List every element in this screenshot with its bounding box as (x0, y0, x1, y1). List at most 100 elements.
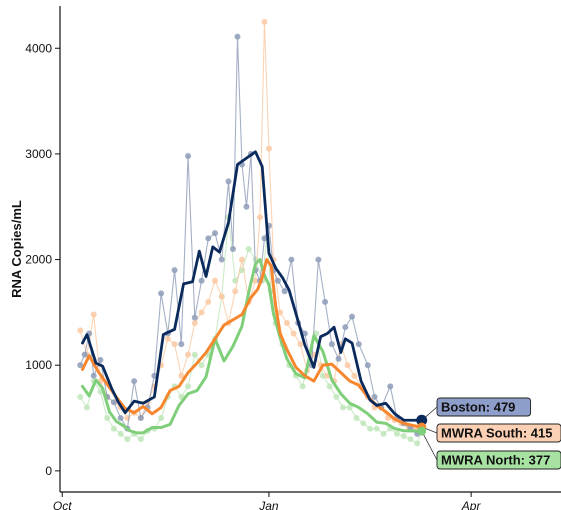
south-raw-point (290, 330, 297, 337)
north-raw-point (198, 362, 205, 369)
y-tick-label: 4000 (25, 41, 52, 55)
boston-raw-point (288, 256, 295, 263)
boston-raw-point (281, 288, 288, 295)
north-raw-point (299, 383, 306, 390)
boston-raw-point (243, 203, 250, 210)
north-raw-point (346, 404, 353, 411)
north-raw-point (110, 425, 117, 432)
boston-raw-point (212, 230, 219, 237)
boston-raw-point (131, 378, 138, 385)
boston-raw-point (364, 362, 371, 369)
south-raw-point (212, 277, 219, 284)
y-tick-label: 2000 (25, 253, 52, 267)
x-tick-label: Oct (53, 499, 72, 510)
north-raw-point (124, 436, 131, 443)
north-raw-point (326, 383, 333, 390)
boston-raw-point (342, 324, 349, 331)
south-end-label: MWRA South: 415 (441, 426, 552, 441)
south-raw-point (283, 319, 290, 326)
boston-raw-point (355, 341, 362, 348)
north-raw-point (360, 420, 367, 427)
y-tick-label: 0 (45, 464, 52, 478)
x-axis-ticks: Oct Jan Apr (53, 492, 481, 510)
north-raw-point (393, 430, 400, 437)
north-smoothed-line (80, 258, 424, 435)
north-end-connector (421, 430, 438, 461)
south-raw-point (205, 298, 212, 305)
boston-raw-point (229, 246, 236, 252)
boston-raw-point (349, 313, 356, 320)
boston-raw-point (328, 341, 335, 348)
north-raw-point (245, 246, 252, 252)
north-raw-point (117, 430, 124, 437)
boston-raw-point (198, 277, 205, 284)
north-raw-point (340, 404, 347, 411)
boston-end-point (416, 414, 428, 426)
north-end-point (417, 426, 427, 436)
end-labels: Boston: 479 MWRA South: 415 MWRA North: 37… (416, 397, 561, 470)
south-raw-point (344, 362, 351, 369)
boston-raw-point (225, 178, 232, 185)
north-end-label: MWRA North: 377 (441, 453, 550, 468)
south-raw-point (164, 335, 171, 342)
south-raw-point (171, 341, 178, 348)
boston-raw-point (110, 399, 117, 406)
south-raw-point (90, 311, 97, 318)
boston-raw-point (315, 256, 322, 263)
boston-smoothed-line (81, 150, 424, 422)
south-raw-point (238, 256, 245, 263)
north-raw-point (104, 415, 111, 422)
boston-raw-point (191, 314, 198, 321)
north-raw-point (333, 393, 340, 400)
north-raw-point (400, 433, 407, 440)
south-raw-point (297, 341, 304, 348)
north-end-label-box (436, 450, 561, 470)
boston-raw-point (335, 355, 342, 362)
boston-raw-point (261, 235, 268, 242)
south-raw-point (252, 277, 259, 284)
south-raw-point (232, 288, 239, 295)
boston-raw-line (79, 36, 423, 435)
boston-raw-point (77, 362, 84, 369)
boston-raw-point (117, 415, 124, 422)
north-raw-point (137, 436, 144, 443)
y-axis-ticks: 0 1000 2000 3000 4000 (25, 41, 60, 478)
north-raw-point (319, 372, 326, 379)
south-raw-point (198, 309, 205, 316)
x-tick-label: Jan (258, 499, 279, 510)
axes: 0 1000 2000 3000 4000 Oct Jan Apr RNA Copies/m… (9, 6, 561, 510)
south-raw-point (185, 351, 192, 358)
north-raw-point (414, 440, 421, 447)
boston-raw-point (274, 277, 281, 284)
boston-raw-point (158, 290, 165, 297)
south-raw-point (191, 319, 198, 326)
north-raw-point (191, 351, 198, 358)
north-raw-point (380, 430, 387, 437)
south-raw-line (79, 21, 422, 430)
boston-raw-point (81, 351, 88, 358)
y-axis-title: RNA Copies/mL (9, 200, 24, 298)
north-raw-point (83, 404, 90, 411)
boston-raw-point (234, 33, 241, 40)
boston-end-label: Boston: 479 (441, 400, 515, 415)
boston-raw-point (185, 153, 192, 160)
boston-raw-point (387, 383, 394, 390)
boston-raw-point (218, 256, 225, 263)
boston-raw-point (97, 356, 104, 363)
boston-raw-point (178, 341, 185, 348)
north-raw-point (407, 436, 414, 443)
south-raw-point (77, 327, 84, 334)
boston-raw-point (205, 235, 212, 242)
south-raw-point (277, 309, 284, 316)
raw-sample-layer (77, 18, 425, 447)
north-raw-line (79, 217, 423, 445)
north-raw-point (373, 425, 380, 432)
south-raw-point (261, 18, 268, 25)
boston-raw-point (322, 298, 329, 305)
north-raw-point (185, 383, 192, 390)
y-tick-label: 1000 (25, 358, 52, 372)
south-raw-point (256, 214, 263, 221)
south-raw-point (265, 145, 272, 152)
south-end-label-box (436, 423, 561, 443)
